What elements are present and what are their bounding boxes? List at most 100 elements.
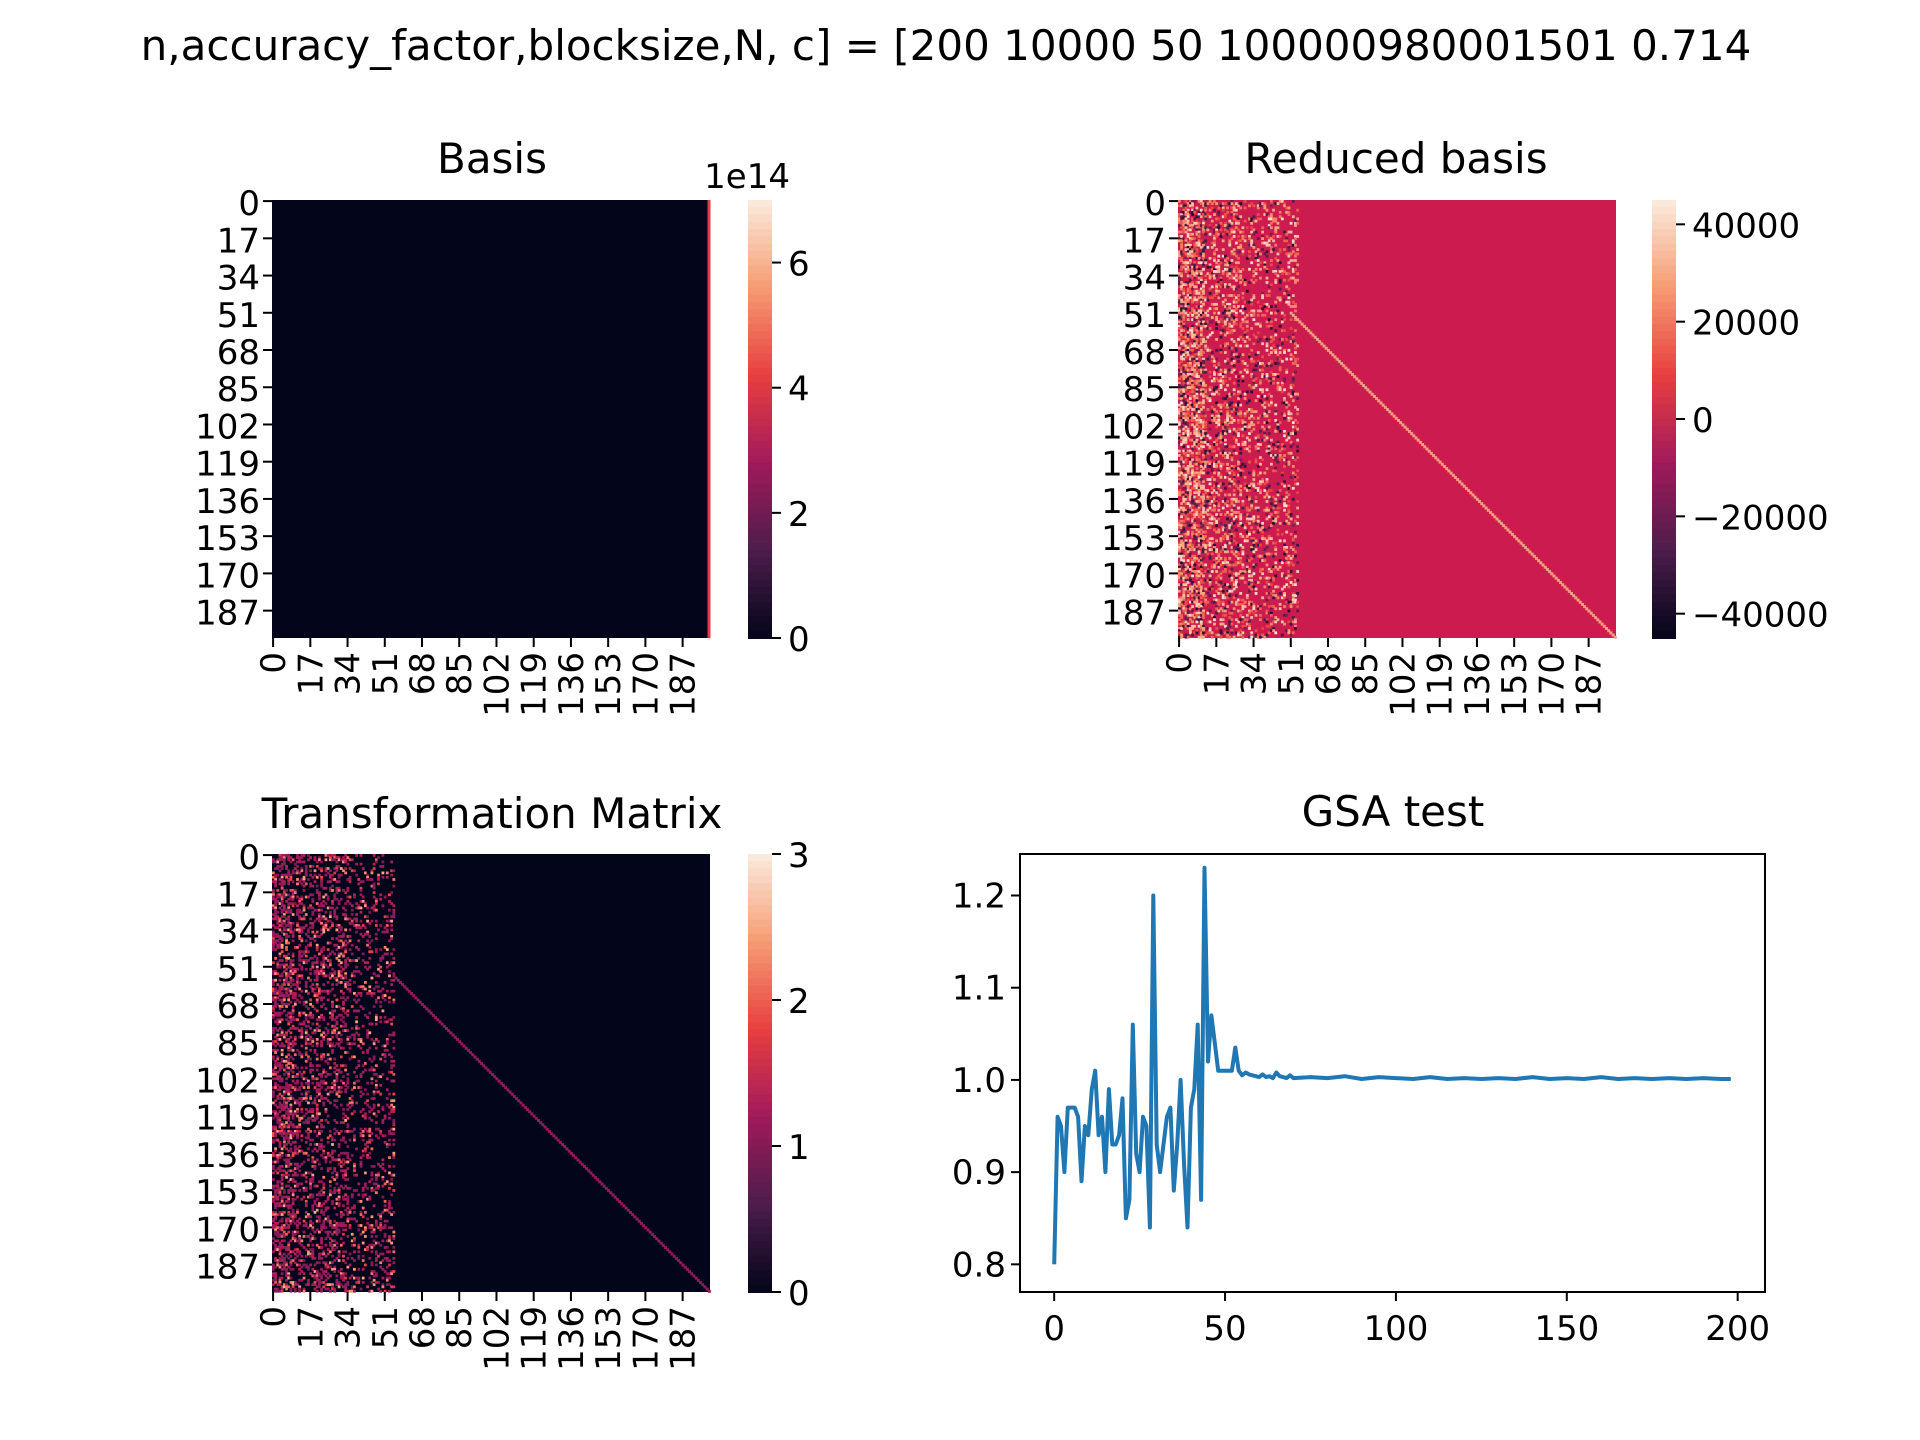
reduced-basis-cell: [1234, 219, 1238, 223]
reduced-basis-cell: [1243, 281, 1247, 284]
reduced-basis-cell: [1208, 375, 1212, 378]
reduced-basis-cell: [1265, 302, 1269, 306]
reduced-basis-diagonal-cell: [1583, 605, 1587, 609]
reduced-basis-cell: [1197, 305, 1201, 308]
reduced-basis-cell: [1241, 506, 1245, 510]
reduced-basis-cell: [1228, 445, 1232, 449]
transformation-matrix-cell: [276, 1105, 280, 1109]
reduced-basis-cell: [1294, 370, 1297, 374]
reduced-basis-cell: [1208, 537, 1212, 541]
reduced-basis-cell: [1182, 541, 1186, 545]
reduced-basis-cell: [1217, 528, 1221, 532]
reduced-basis-cell: [1178, 311, 1181, 315]
reduced-basis-cell: [1252, 318, 1256, 322]
reduced-basis-cell: [1178, 309, 1181, 313]
reduced-basis-cell: [1243, 206, 1247, 210]
transformation-matrix-cell: [278, 1092, 282, 1096]
reduced-basis-cell: [1239, 230, 1243, 234]
reduced-basis-cell: [1278, 565, 1282, 569]
reduced-basis-cell: [1265, 478, 1269, 481]
reduced-basis-cell: [1213, 252, 1216, 256]
reduced-basis-cell: [1204, 543, 1208, 547]
reduced-basis-cell: [1259, 539, 1262, 543]
transformation-matrix-cell: [278, 882, 282, 886]
reduced-basis-cell: [1219, 368, 1223, 372]
reduced-basis-cell: [1226, 294, 1229, 297]
reduced-basis-cell: [1210, 570, 1214, 573]
reduced-basis-cell: [1261, 235, 1265, 238]
transformation-matrix-cell: [274, 882, 277, 886]
reduced-basis-cell: [1230, 445, 1234, 449]
transformation-matrix-cell: [280, 1259, 284, 1262]
reduced-basis-cell: [1197, 285, 1201, 289]
reduced-basis-cell: [1267, 215, 1271, 219]
reduced-basis-cell: [1180, 259, 1183, 262]
reduced-basis-cell: [1186, 210, 1190, 214]
reduced-basis-cell: [1223, 379, 1227, 383]
transformation-matrix-cell: [289, 991, 293, 995]
reduced-basis-col-tick-label: 119: [1421, 652, 1461, 717]
reduced-basis-cell: [1188, 438, 1192, 442]
reduced-basis-cell: [1245, 484, 1249, 488]
reduced-basis-cell: [1285, 519, 1289, 523]
reduced-basis-cell: [1280, 311, 1284, 315]
reduced-basis-cell: [1184, 574, 1188, 578]
reduced-basis-cell: [1294, 357, 1297, 361]
reduced-basis-cell: [1219, 228, 1223, 232]
transformation-matrix-cell: [276, 1197, 280, 1201]
reduced-basis-cell: [1193, 495, 1197, 499]
reduced-basis-cell: [1296, 427, 1300, 431]
reduced-basis-cell: [1188, 274, 1192, 278]
reduced-basis-cell: [1234, 342, 1238, 346]
reduced-basis-cell: [1241, 524, 1245, 527]
reduced-basis-cell: [1197, 613, 1201, 617]
reduced-basis-cell: [1219, 563, 1223, 567]
reduced-basis-cell: [1287, 265, 1291, 269]
reduced-basis-diagonal-cell: [1289, 311, 1293, 315]
reduced-basis-cell: [1232, 320, 1236, 324]
reduced-basis-cell: [1184, 552, 1188, 556]
reduced-basis-cell: [1199, 585, 1203, 589]
reduced-basis-cell: [1223, 532, 1227, 536]
transformation-matrix-cell: [278, 893, 282, 897]
transformation-matrix-cell: [278, 1219, 282, 1223]
reduced-basis-cell: [1217, 270, 1221, 273]
reduced-basis-cell: [1243, 447, 1247, 451]
reduced-basis-cell: [1202, 241, 1205, 245]
reduced-basis-cell: [1232, 316, 1236, 319]
basis-colorbar-segment: [748, 382, 772, 391]
reduced-basis-cell: [1276, 344, 1280, 348]
transformation-matrix-cell: [285, 1248, 288, 1251]
reduced-basis-cell: [1204, 261, 1208, 265]
transformation-matrix-cell: [280, 1217, 284, 1221]
reduced-basis-cell: [1274, 230, 1278, 234]
reduced-basis-cell: [1221, 618, 1225, 622]
transformation-matrix-cell: [285, 1013, 288, 1017]
reduced-basis-cell: [1276, 515, 1280, 519]
reduced-basis-cell: [1274, 270, 1278, 273]
reduced-basis-cell: [1248, 460, 1251, 464]
transformation-matrix-cell: [274, 1005, 277, 1008]
reduced-basis-cell: [1269, 513, 1273, 516]
transformation-matrix-cell: [276, 1167, 280, 1170]
reduced-basis-cell: [1213, 449, 1216, 453]
reduced-basis-cell: [1263, 265, 1267, 269]
reduced-basis-cell: [1188, 394, 1192, 398]
reduced-basis-cell: [1195, 375, 1199, 378]
reduced-basis-cell: [1237, 460, 1240, 464]
basis-colorbar-segment: [748, 207, 772, 216]
reduced-basis-cell: [1199, 298, 1203, 302]
reduced-basis-cell: [1228, 307, 1232, 311]
reduced-basis-cell: [1265, 375, 1269, 378]
reduced-basis-cell: [1230, 337, 1234, 341]
reduced-basis-cell: [1239, 335, 1243, 339]
reduced-basis-cell: [1239, 629, 1243, 633]
reduced-basis-cell: [1245, 618, 1249, 622]
reduced-basis-cell: [1197, 274, 1201, 278]
reduced-basis-cell: [1276, 423, 1280, 427]
reduced-basis-cell: [1232, 473, 1236, 477]
reduced-basis-cell: [1228, 377, 1232, 381]
reduced-basis-cell: [1259, 489, 1262, 492]
reduced-basis-cell: [1197, 296, 1201, 300]
reduced-basis-cell: [1223, 224, 1227, 227]
